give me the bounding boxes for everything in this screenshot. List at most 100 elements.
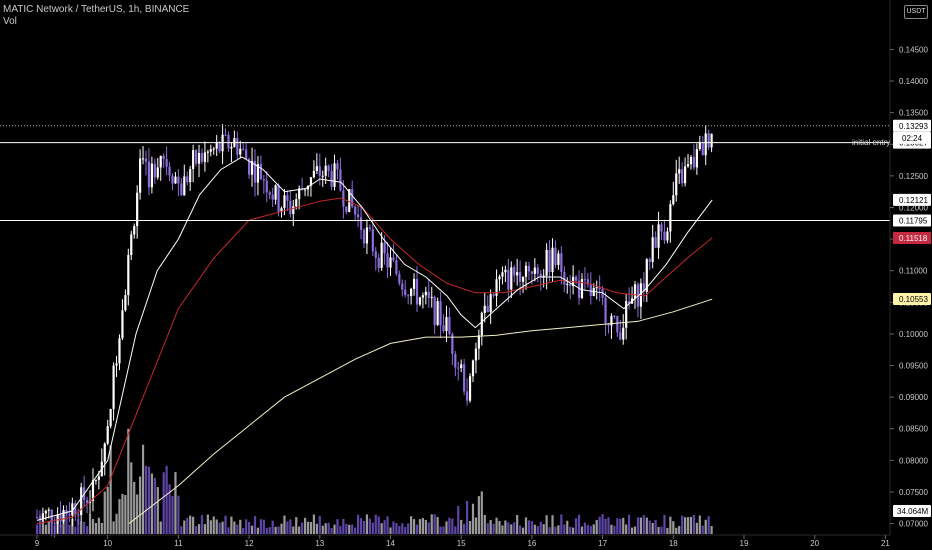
volume-indicator-label: Vol bbox=[3, 16, 17, 27]
candle-body bbox=[168, 166, 171, 176]
candle-body bbox=[324, 165, 327, 176]
volume-bar bbox=[504, 520, 507, 534]
volume-bar bbox=[380, 523, 383, 534]
price-label-support-level: 0.11795 bbox=[899, 216, 928, 225]
candle-body bbox=[91, 480, 95, 501]
volume-bar bbox=[630, 527, 634, 534]
candle-body bbox=[150, 163, 153, 188]
ma-mid-line bbox=[36, 197, 713, 525]
candle-body bbox=[256, 163, 260, 183]
candle-body bbox=[342, 190, 345, 207]
volume-bar bbox=[542, 524, 545, 534]
candle-body bbox=[451, 333, 454, 354]
candle-body bbox=[468, 376, 472, 401]
volume-bar bbox=[430, 514, 433, 534]
volume-bar bbox=[648, 520, 651, 534]
candle-body bbox=[586, 279, 589, 285]
volume-bar bbox=[645, 517, 648, 534]
candle-body bbox=[595, 287, 598, 289]
candle-body bbox=[192, 150, 195, 170]
volume-bar bbox=[351, 524, 354, 534]
horizontal-lines[interactable] bbox=[0, 125, 890, 221]
volume-bar bbox=[292, 526, 295, 534]
volume-bar bbox=[144, 465, 148, 534]
volume-bar bbox=[41, 517, 44, 534]
candle-body bbox=[501, 272, 504, 277]
x-tick-label: 17 bbox=[598, 539, 607, 548]
volume-bar bbox=[259, 519, 262, 534]
volume-bar bbox=[38, 515, 42, 534]
candle-body bbox=[530, 271, 533, 274]
candle-body bbox=[330, 170, 333, 188]
volume-bar bbox=[460, 519, 463, 534]
volume-bar bbox=[563, 524, 566, 534]
candle-body bbox=[436, 301, 439, 326]
volume-bar bbox=[654, 519, 657, 534]
price-label-ma-mid: 0.11518 bbox=[899, 234, 928, 243]
volume-bar bbox=[619, 518, 622, 534]
candle-body bbox=[645, 259, 648, 292]
candle-body bbox=[445, 316, 448, 332]
candle-body bbox=[141, 158, 145, 160]
price-label-ma-long: 0.10553 bbox=[899, 295, 928, 304]
volume-bar bbox=[395, 522, 398, 534]
candle-body bbox=[415, 278, 419, 305]
currency-badge[interactable]: USDT bbox=[904, 5, 928, 19]
candle-body bbox=[339, 169, 342, 191]
candle-body bbox=[356, 214, 360, 218]
volume-bar bbox=[91, 519, 95, 534]
candle-body bbox=[521, 276, 525, 282]
candle-body bbox=[80, 487, 83, 516]
volume-bar bbox=[607, 517, 610, 534]
candle-body bbox=[474, 348, 478, 361]
volume-bar bbox=[209, 520, 212, 534]
volume-bar bbox=[445, 521, 448, 534]
candle-body bbox=[633, 284, 637, 299]
volume-bar bbox=[639, 517, 642, 534]
candle-body bbox=[492, 294, 495, 296]
candle-body bbox=[215, 142, 218, 149]
volume-bar bbox=[330, 527, 333, 534]
volume-bar bbox=[303, 517, 307, 534]
volume-bar bbox=[672, 521, 675, 534]
candle-body bbox=[580, 279, 584, 298]
candle-body bbox=[59, 514, 62, 522]
candle-body bbox=[277, 185, 280, 212]
candle-body bbox=[212, 148, 215, 150]
candle-body bbox=[430, 296, 433, 298]
candle-body bbox=[209, 149, 212, 152]
volume-bar bbox=[583, 522, 587, 534]
volume-bar bbox=[97, 517, 100, 534]
volume-bar bbox=[44, 524, 47, 534]
candle-body bbox=[147, 161, 151, 188]
candle-body bbox=[598, 287, 601, 290]
candle-body bbox=[439, 301, 442, 326]
y-tick-label: 0.14500 bbox=[899, 45, 928, 54]
volume-bar bbox=[551, 515, 554, 534]
volume-bar bbox=[669, 516, 672, 534]
candle-body bbox=[454, 353, 457, 368]
candle-body bbox=[412, 278, 416, 289]
initial-entry-note: initial entry bbox=[852, 138, 891, 147]
candle-body bbox=[327, 165, 330, 171]
candle-body bbox=[424, 291, 427, 296]
volume-bar bbox=[100, 522, 103, 534]
volume-bar bbox=[427, 522, 430, 534]
candle-body bbox=[465, 391, 469, 401]
candle-body bbox=[545, 249, 548, 276]
candlesticks bbox=[35, 124, 713, 538]
candle-body bbox=[675, 173, 678, 196]
candle-body bbox=[648, 259, 651, 262]
volume-bars bbox=[35, 428, 713, 534]
candle-body bbox=[610, 315, 613, 326]
volume-bar bbox=[342, 518, 345, 534]
volume-bar bbox=[230, 516, 233, 534]
volume-bar bbox=[133, 481, 136, 534]
y-tick-label: 0.07500 bbox=[899, 488, 928, 497]
volume-bar bbox=[194, 526, 198, 534]
volume-bar bbox=[545, 515, 548, 534]
volume-bar bbox=[433, 514, 436, 534]
candle-body bbox=[398, 273, 401, 284]
volume-bar bbox=[200, 515, 204, 534]
